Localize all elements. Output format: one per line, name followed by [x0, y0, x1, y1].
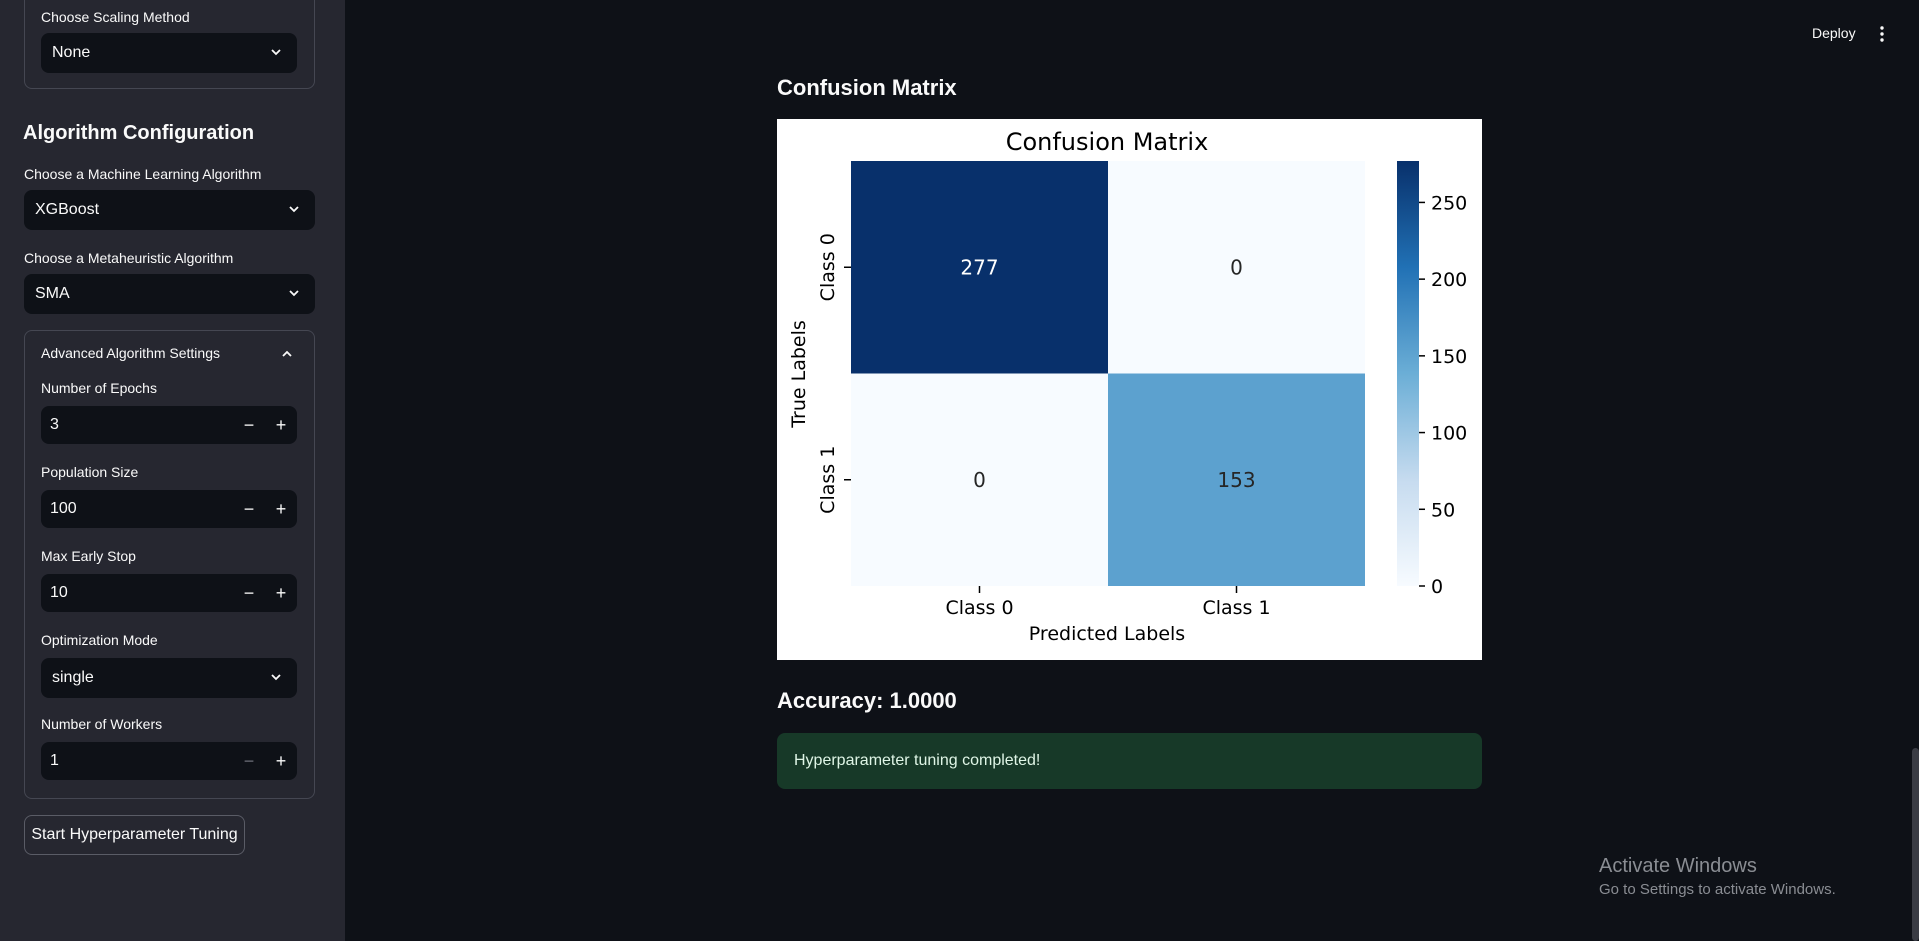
scaling-select[interactable]: None: [41, 33, 297, 73]
chevron-up-icon[interactable]: [280, 347, 294, 361]
cell-value-label: 0: [973, 468, 986, 492]
heatmap-cell: [851, 373, 1108, 586]
cell-value-label: 153: [1217, 468, 1255, 492]
ml-algo-value: XGBoost: [35, 201, 100, 218]
early-stop-input[interactable]: 10 − +: [41, 574, 297, 612]
colorbar-tick-label: 0: [1431, 576, 1443, 598]
start-tuning-button[interactable]: Start Hyperparameter Tuning: [24, 815, 245, 855]
success-alert: Hyperparameter tuning completed!: [777, 733, 1482, 789]
colorbar-tick-label: 50: [1431, 499, 1455, 521]
algorithm-config-title: Algorithm Configuration: [23, 122, 255, 144]
population-decrement-button[interactable]: −: [243, 498, 255, 519]
workers-input[interactable]: 1 − +: [41, 742, 297, 780]
cell-value-label: 0: [1230, 255, 1243, 279]
workers-value[interactable]: 1: [50, 752, 59, 769]
colorbar-tick-label: 200: [1431, 269, 1467, 291]
cell-value-label: 277: [960, 255, 998, 279]
ml-algo-label: Choose a Machine Learning Algorithm: [24, 166, 262, 182]
x-axis-label: Predicted Labels: [1029, 623, 1185, 645]
population-label: Population Size: [41, 464, 139, 480]
workers-label: Number of Workers: [41, 716, 163, 732]
x-tick-label: Class 1: [1202, 597, 1270, 619]
epochs-input[interactable]: 3 − +: [41, 406, 297, 444]
mode-value: single: [52, 669, 94, 686]
scaling-expander: [24, 0, 315, 89]
early-stop-label: Max Early Stop: [41, 548, 136, 564]
chart-title: Confusion Matrix: [1006, 128, 1209, 156]
epochs-increment-button[interactable]: +: [275, 414, 287, 435]
heatmap-cell: [851, 161, 1108, 374]
heatmap-cell: [1108, 161, 1365, 374]
meta-algo-value: SMA: [35, 285, 70, 302]
mode-label: Optimization Mode: [41, 632, 158, 648]
page-title: Confusion Matrix: [777, 75, 957, 100]
windows-watermark-subtitle: Go to Settings to activate Windows.: [1599, 881, 1836, 898]
confusion-matrix-svg: Confusion Matrix 277 0 0 153 Class 0 Class 1…: [788, 128, 1467, 645]
colorbar-tick-label: 250: [1431, 192, 1467, 214]
y-tick-label: Class 1: [817, 446, 839, 514]
scrollbar[interactable]: [1912, 748, 1919, 941]
population-value[interactable]: 100: [50, 500, 77, 517]
early-stop-value[interactable]: 10: [50, 584, 68, 601]
chevron-down-icon: [271, 49, 281, 56]
y-tick-label: Class 0: [817, 233, 839, 301]
epochs-label: Number of Epochs: [41, 380, 157, 396]
y-axis-label: True Labels: [788, 320, 810, 429]
confusion-matrix-chart: Confusion Matrix 277 0 0 153 Class 0 Class 1…: [777, 119, 1482, 660]
more-options-icon[interactable]: [1874, 24, 1890, 44]
epochs-value[interactable]: 3: [50, 416, 59, 433]
ml-algo-select[interactable]: XGBoost: [24, 190, 315, 230]
sidebar: Choose Scaling Method None Algorithm Con…: [0, 0, 345, 941]
advanced-settings-header[interactable]: Advanced Algorithm Settings: [41, 345, 220, 361]
chevron-down-icon: [289, 290, 299, 297]
colorbar-tick-label: 150: [1431, 346, 1467, 368]
chevron-down-icon: [271, 674, 281, 681]
heatmap-cell: [1108, 373, 1365, 586]
scaling-label: Choose Scaling Method: [41, 9, 190, 25]
mode-select[interactable]: single: [41, 658, 297, 698]
deploy-button[interactable]: Deploy: [1812, 25, 1856, 41]
colorbar: [1397, 161, 1419, 586]
accuracy-text: Accuracy: 1.0000: [777, 688, 957, 713]
population-input[interactable]: 100 − +: [41, 490, 297, 528]
population-increment-button[interactable]: +: [275, 498, 287, 519]
scaling-value: None: [52, 44, 91, 61]
windows-watermark-title: Activate Windows: [1599, 855, 1757, 877]
workers-decrement-button[interactable]: −: [243, 750, 255, 771]
meta-algo-select[interactable]: SMA: [24, 274, 315, 314]
chevron-down-icon: [289, 206, 299, 213]
advanced-settings-expander: [24, 330, 315, 799]
meta-algo-label: Choose a Metaheuristic Algorithm: [24, 250, 234, 266]
early-stop-decrement-button[interactable]: −: [243, 582, 255, 603]
workers-increment-button[interactable]: +: [275, 750, 287, 771]
x-tick-label: Class 0: [945, 597, 1013, 619]
epochs-decrement-button[interactable]: −: [243, 414, 255, 435]
early-stop-increment-button[interactable]: +: [275, 582, 287, 603]
colorbar-tick-label: 100: [1431, 423, 1467, 445]
